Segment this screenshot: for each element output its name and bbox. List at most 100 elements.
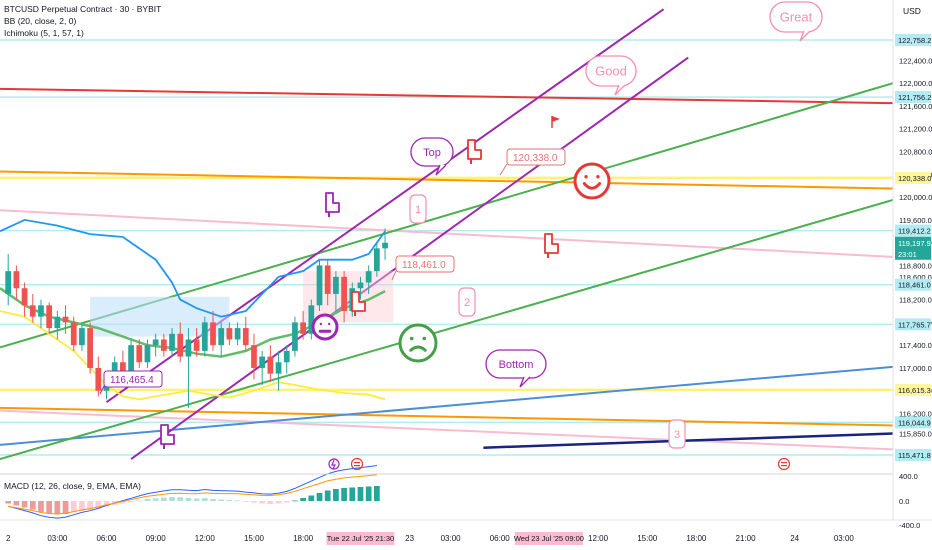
callout-mid-price-box[interactable]	[395, 255, 455, 273]
macd-histogram-bar	[292, 500, 298, 502]
price-badge[interactable]	[895, 224, 931, 237]
wave-label-2-shape[interactable]	[458, 287, 476, 317]
price-axis-tick: 121,600.0	[899, 102, 932, 111]
bubble-great-shape[interactable]	[769, 1, 823, 33]
bubble-bottom-shape[interactable]	[485, 349, 547, 379]
blue-trend-line[interactable]	[0, 365, 894, 446]
price-badge[interactable]	[895, 416, 931, 429]
callout-high-price-box[interactable]	[506, 148, 566, 166]
frown-face-icon-eye	[409, 336, 414, 341]
neutral-face-icon[interactable]	[311, 313, 339, 341]
pointing-hand-icon[interactable]	[351, 291, 366, 312]
macd-histogram-bar	[13, 501, 20, 506]
us-flag-event-icon[interactable]	[777, 457, 791, 471]
candle-body[interactable]	[152, 339, 159, 346]
price-badge[interactable]	[895, 318, 931, 331]
pointing-hand-icon[interactable]	[544, 233, 559, 254]
navy-trend-line[interactable]	[483, 432, 894, 449]
candle-body[interactable]	[341, 276, 347, 312]
happy-face-icon-eye	[584, 175, 588, 179]
price-badge[interactable]	[895, 91, 931, 104]
candle-body[interactable]	[324, 265, 331, 294]
wave-label-3: 3	[674, 429, 680, 441]
frown-face-icon[interactable]	[398, 323, 438, 363]
candle-body[interactable]	[54, 316, 61, 329]
candle-body[interactable]	[185, 339, 192, 357]
wave-label-1-shape[interactable]	[409, 194, 427, 224]
candle-body[interactable]	[87, 328, 93, 368]
candle-body[interactable]	[177, 333, 184, 357]
candle-body[interactable]	[259, 356, 266, 368]
candle-body[interactable]	[308, 305, 315, 334]
candle-body[interactable]	[316, 265, 323, 306]
candle-body[interactable]	[267, 356, 274, 374]
macd-indicator-label[interactable]: MACD (12, 26, close, 9, EMA, EMA)	[4, 481, 141, 491]
candle-body[interactable]	[38, 305, 44, 317]
price-badge-label: 121,756.2	[898, 93, 931, 102]
candle-body[interactable]	[283, 350, 290, 363]
happy-face-icon[interactable]	[573, 162, 611, 200]
candle-body[interactable]	[251, 345, 257, 368]
bubble-top: Top	[423, 147, 441, 159]
candle-body[interactable]	[292, 322, 298, 351]
callout-low-price-box[interactable]	[103, 370, 163, 388]
orange-resistance-line[interactable]	[0, 170, 894, 190]
candle-body[interactable]	[160, 339, 167, 351]
ichimoku-indicator-label[interactable]: Ichimoku (5, 1, 57, 1)	[4, 28, 84, 38]
candle-body[interactable]	[275, 362, 282, 374]
price-badge[interactable]	[895, 449, 931, 461]
bubble-top-shape[interactable]	[410, 137, 454, 167]
us-flag-event-icon[interactable]	[350, 457, 364, 471]
callout-mid-price: 118,461.0	[402, 260, 446, 271]
bb-indicator-label[interactable]: BB (20, close, 2, 0)	[4, 16, 76, 26]
candle-body[interactable]	[5, 271, 12, 294]
candle-body[interactable]	[201, 322, 208, 351]
candle-body[interactable]	[218, 328, 225, 346]
wave-label-3-shape[interactable]	[668, 419, 686, 449]
candle-body[interactable]	[333, 276, 339, 294]
red-resistance-line[interactable]	[0, 87, 894, 105]
price-badge[interactable]	[895, 247, 931, 260]
pointing-hand-icon[interactable]	[325, 192, 340, 213]
candle-body[interactable]	[70, 322, 77, 346]
green-lower-trend-line[interactable]	[0, 198, 894, 461]
pointing-hand-icon[interactable]	[467, 139, 482, 160]
lightning-event-icon[interactable]	[328, 458, 340, 470]
candle-body[interactable]	[382, 242, 388, 249]
price-badge[interactable]	[895, 383, 931, 396]
candle-body[interactable]	[242, 328, 249, 346]
candle-body[interactable]	[210, 322, 216, 346]
candle-body[interactable]	[95, 367, 102, 391]
price-axis-tick: 122,000.0	[899, 79, 932, 88]
price-badge[interactable]	[895, 171, 931, 184]
price-badge[interactable]	[895, 34, 931, 46]
bubble-good-shape[interactable]	[585, 55, 637, 87]
candle-body[interactable]	[79, 328, 85, 346]
candle-body[interactable]	[373, 248, 380, 272]
bubble-good-tail	[614, 84, 626, 96]
pink-trend-line[interactable]	[0, 209, 894, 258]
candle-body[interactable]	[234, 328, 241, 340]
candle-body[interactable]	[62, 316, 69, 323]
candle-body[interactable]	[193, 339, 200, 351]
candle-body[interactable]	[13, 271, 20, 289]
price-badge[interactable]	[895, 278, 931, 291]
candle-body[interactable]	[300, 322, 306, 334]
orange-support-line[interactable]	[0, 406, 894, 427]
candle-body[interactable]	[128, 345, 134, 374]
price-badge[interactable]	[895, 236, 931, 249]
candle-body[interactable]	[29, 305, 36, 317]
flag-icon[interactable]	[552, 116, 560, 122]
candle-body[interactable]	[169, 333, 175, 351]
candle-body[interactable]	[144, 345, 151, 363]
pointing-hand-icon[interactable]	[160, 424, 175, 445]
candle-body[interactable]	[21, 288, 28, 306]
candle-body[interactable]	[357, 282, 364, 289]
candle-body[interactable]	[226, 328, 233, 340]
candle-body[interactable]	[136, 345, 143, 363]
candle-body[interactable]	[120, 362, 126, 374]
pink-lower-trend-line[interactable]	[0, 409, 894, 451]
candle-body[interactable]	[365, 271, 372, 283]
candle-body[interactable]	[46, 305, 53, 329]
